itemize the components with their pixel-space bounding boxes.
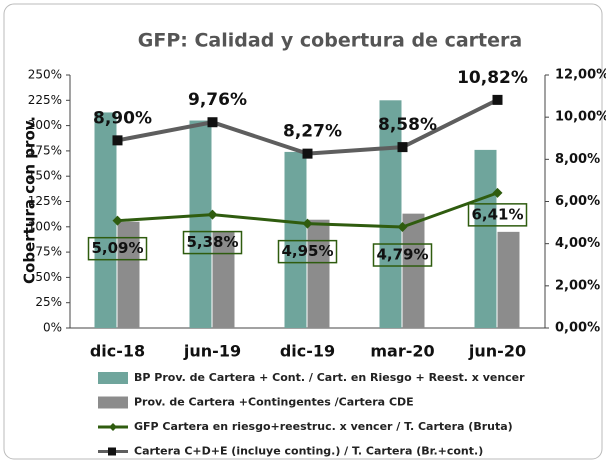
- y-tick-label: 100%: [28, 219, 62, 233]
- y2-tick-label: 6,00%: [555, 194, 600, 209]
- marker: [207, 209, 218, 220]
- marker: [492, 187, 503, 198]
- chart-title: GFP: Calidad y cobertura de cartera: [138, 30, 522, 52]
- bar: [379, 100, 402, 328]
- marker: [397, 222, 408, 233]
- y2-tick-label: 12,00%: [555, 68, 606, 83]
- x-tick-label: mar-20: [370, 342, 434, 361]
- bar: [474, 149, 497, 328]
- y2-tick-label: 10,00%: [555, 110, 606, 125]
- bar: [402, 213, 425, 328]
- bar: [497, 231, 520, 328]
- y-tick-label: 0%: [43, 321, 62, 335]
- y-tick-label: 150%: [28, 169, 62, 183]
- legend-label: BP Prov. de Cartera + Cont. / Cart. en R…: [134, 371, 525, 384]
- y-tick-label: 225%: [28, 93, 62, 107]
- legend-marker: [109, 423, 117, 431]
- bar: [94, 112, 117, 328]
- y2-tick-label: 0,00%: [555, 321, 600, 336]
- data-label-box: [467, 203, 528, 227]
- marker: [207, 117, 218, 128]
- x-tick-label: dic-19: [280, 342, 335, 361]
- bar: [117, 221, 140, 328]
- y2-tick-label: 8,00%: [555, 152, 600, 167]
- data-label: 5,09%: [91, 239, 143, 257]
- data-label: 9,76%: [188, 90, 247, 110]
- data-label: 8,27%: [283, 122, 342, 142]
- data-label-box: [87, 236, 148, 261]
- marker: [397, 142, 408, 153]
- legend-swatch: [98, 372, 128, 384]
- y2-tick-label: 4,00%: [555, 236, 600, 251]
- marker: [112, 215, 123, 226]
- legend-swatch: [98, 396, 128, 409]
- legend-label: GFP Cartera en riesgo+reestruc. x vencer…: [134, 420, 513, 433]
- marker: [492, 94, 503, 105]
- data-label: 4,95%: [281, 242, 333, 260]
- marker: [302, 148, 313, 159]
- marker: [112, 135, 123, 146]
- data-label: 6,41%: [471, 205, 523, 223]
- legend-marker: [108, 447, 116, 456]
- y2-tick-label: 2,00%: [555, 278, 600, 293]
- data-label-box: [182, 230, 243, 255]
- bar: [307, 219, 330, 328]
- x-tick-label: dic-18: [90, 342, 145, 361]
- y-tick-label: 50%: [35, 270, 62, 284]
- legend-label: Prov. de Cartera +Contingentes /Cartera …: [134, 396, 414, 409]
- data-label: 8,90%: [93, 108, 152, 128]
- data-label: 10,82%: [457, 68, 528, 88]
- data-label: 4,79%: [376, 246, 428, 264]
- y-tick-label: 75%: [35, 245, 62, 259]
- y-axis-title: Cobertura con prov.: [21, 116, 39, 284]
- y-tick-label: 125%: [28, 194, 62, 208]
- y-tick-label: 250%: [28, 68, 62, 82]
- data-label-box: [372, 243, 433, 267]
- data-label-box: [277, 239, 338, 264]
- data-label: 5,38%: [186, 233, 238, 251]
- data-label: 8,58%: [378, 115, 437, 135]
- bar: [212, 231, 235, 328]
- marker: [302, 218, 313, 229]
- y-tick-label: 25%: [35, 295, 62, 309]
- y-tick-label: 175%: [28, 143, 62, 157]
- legend-label: Cartera C+D+E (incluye conting.) / T. Ca…: [134, 445, 483, 458]
- y-tick-label: 200%: [28, 118, 62, 132]
- bar: [189, 120, 212, 328]
- x-tick-label: jun-20: [468, 342, 526, 361]
- x-tick-label: jun-19: [183, 342, 241, 361]
